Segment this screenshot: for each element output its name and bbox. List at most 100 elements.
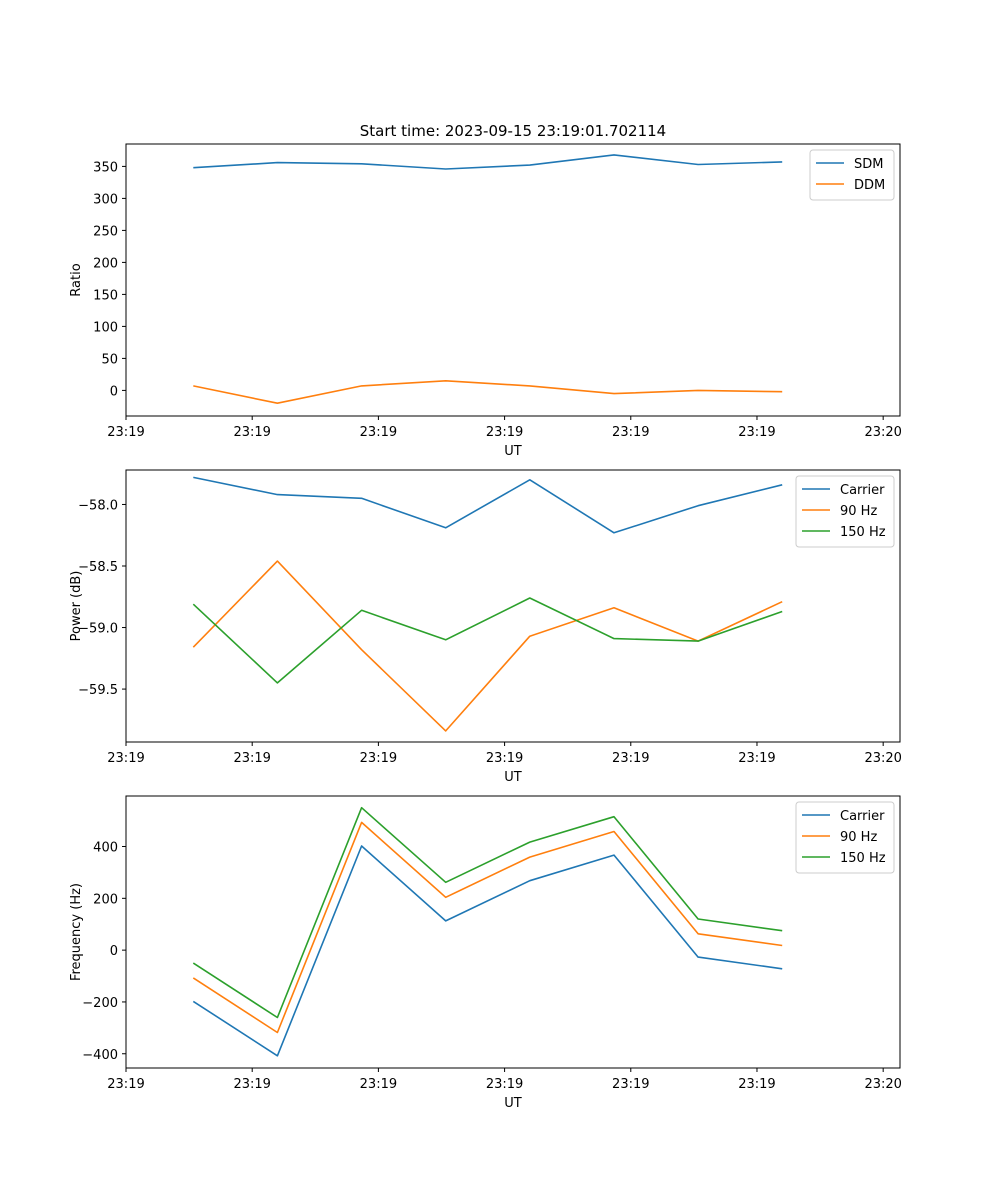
ratio-y-tick-label: 150 (93, 288, 118, 303)
ratio-y-tick-label: 200 (93, 256, 118, 271)
ratio-x-tick-label: 23:19 (486, 425, 523, 440)
frequency-x-tick-label: 23:19 (107, 1077, 144, 1092)
frequency-90-hz-point (697, 932, 700, 935)
ratio-y-tick-label: 250 (93, 224, 118, 239)
power-carrier-point (192, 476, 195, 479)
frequency-150-hz-point (276, 1016, 279, 1019)
frequency-90-hz-point (276, 1031, 279, 1034)
power-panel: 23:19 23:19 23:19 23:19 23:19 23:19 23:20 −58.0… (69, 469, 902, 785)
ratio-y-tick-label: 300 (93, 192, 118, 207)
power-150-hz-point (781, 610, 784, 613)
frequency-series-carrier (192, 845, 783, 1057)
frequency-carrier-point (612, 854, 615, 857)
ratio-ddm-point (276, 402, 279, 405)
power-x-tick-label: 23:19 (107, 751, 144, 766)
frequency-carrier-point (697, 956, 700, 959)
power-y-tick-label: −59.0 (78, 622, 118, 637)
frequency-carrier-point (360, 844, 363, 847)
frequency-90-hz-point (192, 976, 195, 979)
frequency-x-axis-label: UT (504, 1096, 522, 1111)
frequency-90-hz-point (360, 821, 363, 824)
power-legend-label-90-hz: 90 Hz (840, 504, 877, 519)
power-90-hz-point (444, 729, 447, 732)
ratio-series-ddm (193, 379, 783, 405)
power-carrier-point (612, 531, 615, 534)
frequency-y-tick-label: −200 (82, 996, 118, 1011)
power-90-hz-point (276, 560, 279, 563)
power-carrier-point (528, 478, 531, 481)
frequency-90-hz-point (781, 944, 784, 947)
frequency-90-hz-point (612, 830, 615, 833)
frequency-x-tick-label: 23:19 (360, 1077, 397, 1092)
ratio-y-axis-label: Ratio (69, 263, 84, 296)
frequency-legend (795, 801, 895, 874)
ratio-ddm-point (697, 389, 700, 392)
ratio-ddm-point (192, 384, 195, 387)
frequency-carrier-point (276, 1054, 279, 1057)
frequency-y-tick-label: 0 (110, 944, 118, 959)
frequency-series-150-hz (192, 806, 783, 1019)
ratio-y-tick-label: 50 (101, 352, 118, 367)
ratio-ddm-point (360, 384, 363, 387)
ratio-series-sdm (193, 154, 783, 170)
frequency-150-hz-point (697, 918, 700, 921)
power-carrier-point (360, 497, 363, 500)
power-90-hz-point (781, 600, 784, 603)
frequency-150-hz-point (444, 881, 447, 884)
power-carrier-point (781, 483, 784, 486)
power-x-tick-label: 23:20 (864, 751, 901, 766)
ratio-sdm-point (528, 164, 531, 167)
frequency-legend-label-carrier: Carrier (840, 809, 885, 824)
ratio-legend-label-sdm: SDM (854, 157, 883, 172)
power-axes-frame (125, 469, 901, 743)
ratio-x-tick-label: 23:19 (107, 425, 144, 440)
frequency-150-hz-point (528, 841, 531, 844)
power-legend-label-150-hz: 150 Hz (840, 525, 886, 540)
power-150-hz-point (360, 609, 363, 612)
frequency-y-axis-label: Frequency (Hz) (69, 883, 84, 981)
power-legend-label-carrier: Carrier (840, 483, 885, 498)
frequency-90-hz-point (444, 896, 447, 899)
ratio-axes-frame (125, 143, 901, 417)
ratio-sdm-point (697, 163, 700, 166)
power-y-axis-label: Power (dB) (69, 571, 84, 642)
ratio-x-tick-label: 23:19 (738, 425, 775, 440)
frequency-legend-label-90-hz: 90 Hz (840, 830, 877, 845)
frequency-y-tick-label: 400 (93, 841, 118, 856)
frequency-panel: 23:19 23:19 23:19 23:19 23:19 23:19 23:20 −400 −… (69, 795, 902, 1111)
ratio-ddm-point (528, 384, 531, 387)
power-150-hz-point (697, 640, 700, 643)
power-series-150-hz (192, 597, 783, 684)
frequency-carrier-point (781, 967, 784, 970)
power-x-tick-label: 23:19 (233, 751, 270, 766)
ratio-ddm-point (612, 392, 615, 395)
power-series-carrier (193, 476, 783, 534)
frequency-x-tick-label: 23:19 (486, 1077, 523, 1092)
power-90-hz-point (360, 648, 363, 651)
power-150-hz-point (612, 637, 615, 640)
power-90-hz-point (192, 646, 195, 649)
power-x-tick-label: 23:19 (360, 751, 397, 766)
frequency-axes-frame (125, 795, 901, 1069)
frequency-150-hz-point (612, 815, 615, 818)
power-carrier-point (444, 526, 447, 529)
figure-title: Start time: 2023-09-15 23:19:01.702114 (360, 122, 666, 140)
ratio-y-tick-label: 0 (110, 384, 118, 399)
frequency-150-hz-point (192, 962, 195, 965)
frequency-x-tick-label: 23:19 (233, 1077, 270, 1092)
ratio-sdm-point (360, 162, 363, 165)
ratio-x-tick-label: 23:19 (612, 425, 649, 440)
ratio-x-axis-label: UT (504, 444, 522, 459)
ratio-x-tick-label: 23:19 (360, 425, 397, 440)
ratio-ddm-point (781, 390, 784, 393)
frequency-y-tick-label: −400 (82, 1048, 118, 1063)
power-150-hz-point (192, 603, 195, 606)
frequency-y-tick-label: 200 (93, 892, 118, 907)
power-carrier-point (697, 504, 700, 507)
power-y-tick-label: −58.5 (78, 560, 118, 575)
frequency-150-hz-point (360, 806, 363, 809)
power-x-tick-label: 23:19 (486, 751, 523, 766)
frequency-x-tick-label: 23:19 (612, 1077, 649, 1092)
power-90-hz-point (612, 606, 615, 609)
